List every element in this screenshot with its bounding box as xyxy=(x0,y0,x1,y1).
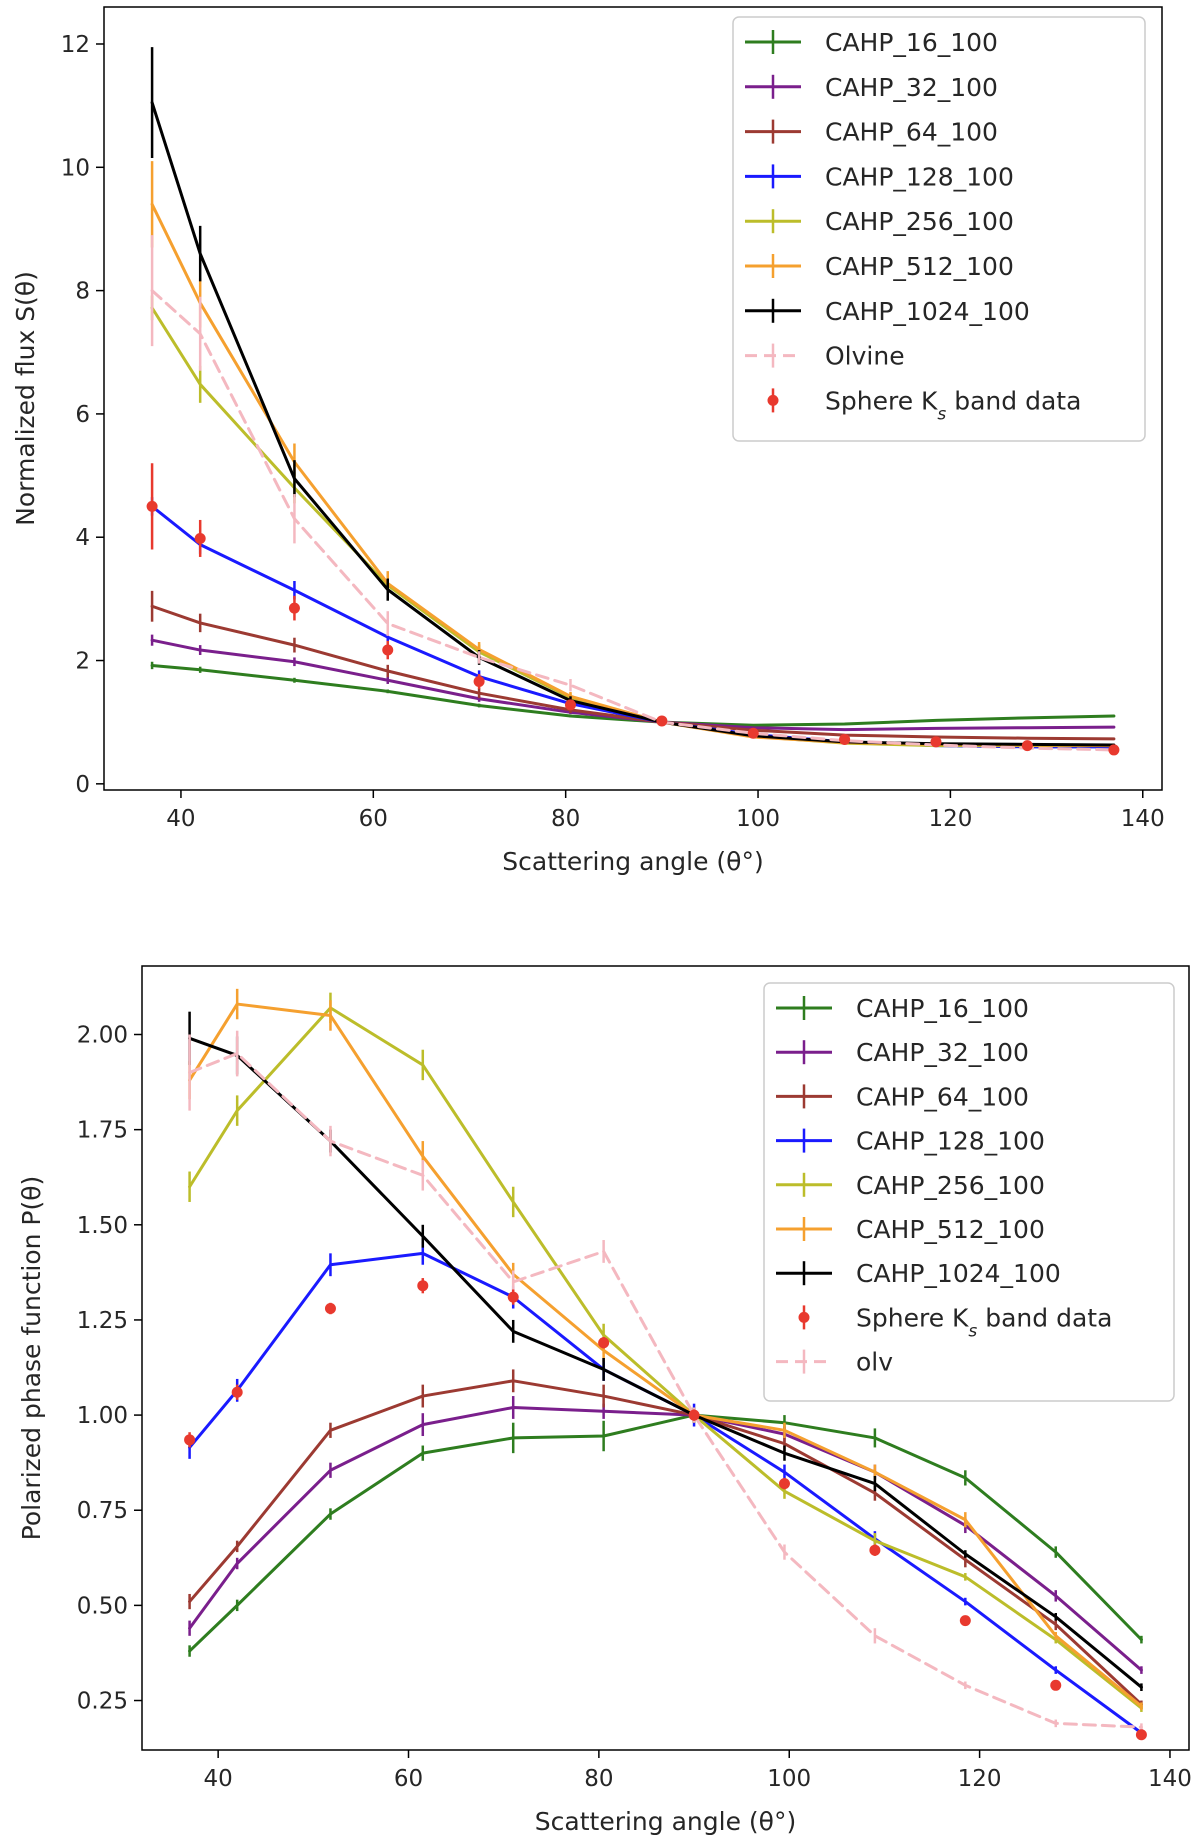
data-point xyxy=(959,1615,971,1627)
legend-label: CAHP_32_100 xyxy=(856,1038,1029,1067)
legend: CAHP_16_100 CAHP_32_100 CAHP_64_100 CAHP_12… xyxy=(763,982,1175,1402)
plot-frame xyxy=(141,965,1190,1751)
data-point xyxy=(839,733,851,745)
series-line xyxy=(188,1052,1143,1729)
legend-box xyxy=(763,982,1175,1402)
y-tick-label: 12 xyxy=(61,32,90,58)
x-tick-label: 40 xyxy=(166,806,195,832)
data-point xyxy=(930,736,942,748)
chart-1: 40 60 80 100 120 140 0 2 4 6 8 10 12 Scattering angle… xyxy=(11,6,1165,876)
x-tick-label: 120 xyxy=(928,806,972,832)
data-point xyxy=(507,1291,519,1303)
data-point xyxy=(417,1280,429,1292)
legend-label: CAHP_16_100 xyxy=(856,994,1029,1023)
data-point xyxy=(288,602,300,614)
series-CAHP_32_100 xyxy=(188,1396,1143,1674)
x-tick-label: 140 xyxy=(1148,1766,1192,1792)
y-tick-label: 0.25 xyxy=(77,1689,128,1715)
legend-label: CAHP_32_100 xyxy=(825,73,998,102)
legend-label: CAHP_256_100 xyxy=(825,207,1014,236)
data-point xyxy=(656,715,668,727)
data-point xyxy=(688,1409,700,1421)
data-points xyxy=(184,1278,1147,1741)
data-point xyxy=(231,1386,243,1398)
data-point xyxy=(598,1337,610,1349)
legend-label: CAHP_64_100 xyxy=(825,118,998,147)
y-tick-label: 1.75 xyxy=(77,1118,128,1144)
y-tick-label: 1.00 xyxy=(77,1403,128,1429)
x-tick-label: 140 xyxy=(1121,806,1165,832)
data-point xyxy=(1021,740,1033,752)
data-point xyxy=(869,1544,881,1556)
x-axis-title: Scattering angle (θ°) xyxy=(502,847,763,876)
y-axis-title: Normalized flux S(θ) xyxy=(11,271,40,526)
legend-handle xyxy=(798,1311,810,1323)
series-line xyxy=(188,1413,1143,1653)
data-point xyxy=(194,532,206,544)
y-tick-label: 1.25 xyxy=(77,1308,128,1334)
x-tick-label: 120 xyxy=(958,1766,1002,1792)
legend-label: CAHP_128_100 xyxy=(825,162,1014,191)
data-point xyxy=(1050,1679,1062,1691)
series-line xyxy=(188,1006,1143,1710)
x-tick-label: 60 xyxy=(394,1766,423,1792)
series-line xyxy=(150,663,1116,727)
series-line xyxy=(188,1002,1143,1708)
x-tick-label: 80 xyxy=(551,806,580,832)
series-line xyxy=(150,289,1116,752)
legend-label: CAHP_256_100 xyxy=(856,1171,1045,1200)
data-point xyxy=(473,675,485,687)
chart-2: 40 60 80 100 120 140 0.25 0.50 0.75 1.00 1.25 1.50 1… xyxy=(17,965,1192,1836)
legend-label: olv xyxy=(856,1348,893,1377)
data-point xyxy=(1108,744,1120,756)
legend: CAHP_16_100 CAHP_32_100 CAHP_64_100 CAHP_12… xyxy=(732,16,1146,442)
y-tick-label: 2.00 xyxy=(77,1023,128,1049)
x-tick-label: 100 xyxy=(736,806,780,832)
data-point xyxy=(1135,1729,1147,1741)
legend-box xyxy=(732,16,1146,442)
y-tick-label: 2 xyxy=(75,649,90,675)
legend-label: CAHP_16_100 xyxy=(825,28,998,57)
data-point xyxy=(324,1303,336,1315)
data-point xyxy=(778,1478,790,1490)
legend-handle xyxy=(767,394,779,406)
legend-label: CAHP_128_100 xyxy=(856,1127,1045,1156)
data-point xyxy=(564,699,576,711)
plot-frame xyxy=(103,6,1163,791)
y-axis-title: Polarized phase function P(θ) xyxy=(17,1176,46,1541)
legend-label: CAHP_512_100 xyxy=(825,252,1014,281)
x-tick-label: 100 xyxy=(767,1766,811,1792)
y-tick-label: 6 xyxy=(75,402,90,428)
y-tick-label: 0.50 xyxy=(77,1593,128,1619)
series-CAHP_16_100 xyxy=(150,661,1116,727)
data-point xyxy=(382,644,394,656)
x-tick-label: 40 xyxy=(204,1766,233,1792)
x-tick-label: 80 xyxy=(584,1766,613,1792)
series-line xyxy=(150,604,1116,741)
y-tick-label: 4 xyxy=(75,525,90,551)
x-tick-label: 60 xyxy=(359,806,388,832)
y-tick-label: 10 xyxy=(61,155,90,181)
x-axis-title: Scattering angle (θ°) xyxy=(535,1807,796,1836)
data-points xyxy=(146,463,1120,756)
series-line xyxy=(188,1405,1143,1672)
y-tick-label: 0 xyxy=(75,772,90,798)
data-point xyxy=(146,500,158,512)
series-line xyxy=(188,1379,1143,1706)
legend-label: CAHP_1024_100 xyxy=(856,1259,1061,1288)
y-tick-label: 0.75 xyxy=(77,1498,128,1524)
legend-label: CAHP_512_100 xyxy=(856,1215,1045,1244)
data-point xyxy=(184,1434,196,1446)
data-point xyxy=(747,727,759,739)
series-line xyxy=(150,101,1116,747)
series-CAHP_16_100 xyxy=(188,1411,1143,1657)
y-tick-label: 8 xyxy=(75,279,90,305)
series-Olvine xyxy=(150,235,1116,752)
legend-label: CAHP_1024_100 xyxy=(825,297,1030,326)
legend-label: CAHP_64_100 xyxy=(856,1082,1029,1111)
y-tick-label: 1.50 xyxy=(77,1213,128,1239)
legend-label: Olvine xyxy=(825,342,905,371)
